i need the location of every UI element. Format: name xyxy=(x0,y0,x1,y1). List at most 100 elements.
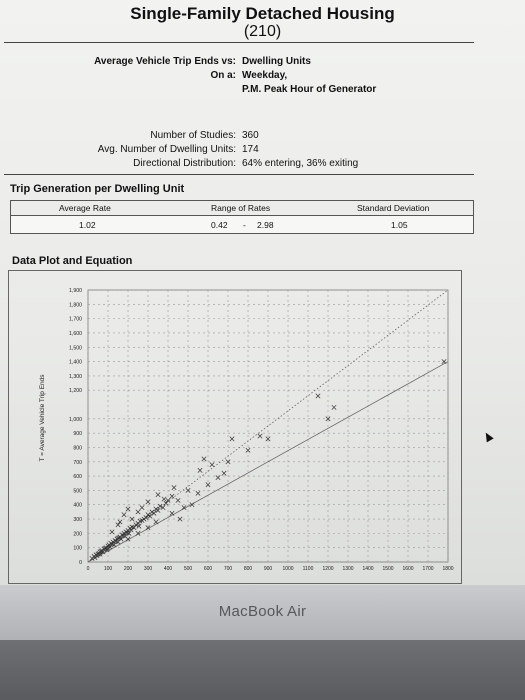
x-tick-label: 1800 xyxy=(442,566,453,572)
x-tick-label: 900 xyxy=(264,566,273,572)
data-point xyxy=(117,519,123,525)
data-point xyxy=(175,497,181,503)
x-tick-label: 400 xyxy=(164,566,173,572)
y-tick-label: 1,200 xyxy=(69,388,82,394)
data-point xyxy=(189,502,195,508)
data-point xyxy=(441,359,447,365)
data-point xyxy=(118,536,124,542)
data-point xyxy=(171,485,177,491)
y-tick-label: 500 xyxy=(73,488,82,494)
data-point xyxy=(315,393,321,399)
y-tick-label: 300 xyxy=(73,517,82,523)
data-point xyxy=(153,519,159,525)
studies-label: Number of Studies: xyxy=(150,130,236,141)
data-point xyxy=(163,500,169,506)
data-plot-title: Data Plot and Equation xyxy=(12,255,133,267)
data-point xyxy=(125,536,131,542)
data-point xyxy=(185,487,191,493)
laptop-hinge xyxy=(0,640,525,700)
data-point xyxy=(169,510,175,516)
data-point xyxy=(221,470,227,476)
data-point xyxy=(109,529,115,535)
x-tick-label: 600 xyxy=(204,566,213,572)
y-tick-label: 1,800 xyxy=(69,302,82,308)
data-point xyxy=(145,512,151,518)
y-tick-label: 900 xyxy=(73,431,82,437)
std-dev-value: 1.05 xyxy=(391,220,408,230)
y-tick-label: 1,700 xyxy=(69,317,82,323)
y-tick-label: 600 xyxy=(73,474,82,480)
data-point xyxy=(157,503,163,509)
avg-units-value: 174 xyxy=(242,144,259,155)
data-point xyxy=(111,542,117,548)
x-tick-label: 200 xyxy=(124,566,133,572)
trip-generation-title: Trip Generation per Dwelling Unit xyxy=(10,183,185,195)
x-tick-label: 500 xyxy=(184,566,193,572)
data-point xyxy=(245,447,251,453)
average-rate-value: 1.02 xyxy=(79,220,96,230)
y-tick-label: 1,500 xyxy=(69,345,82,351)
range-high-value: 2.98 xyxy=(257,220,274,230)
data-point xyxy=(209,462,215,468)
fit-lines xyxy=(87,289,449,563)
trip-generation-table: Average Rate Range of Rates Standard Dev… xyxy=(10,200,474,234)
data-point xyxy=(151,510,157,516)
y-tick-label: 1,900 xyxy=(69,288,82,294)
header-average-rate: Average Rate xyxy=(59,203,111,213)
plot-frame xyxy=(8,270,462,584)
data-point xyxy=(145,499,151,505)
data-point xyxy=(136,523,142,529)
x-tick-label: 700 xyxy=(224,566,233,572)
device-brand-label: MacBook Air xyxy=(218,603,307,620)
data-point xyxy=(131,525,137,531)
data-point xyxy=(97,551,103,557)
on-a-label: On a: xyxy=(210,70,236,81)
y-tick-label: 400 xyxy=(73,503,82,509)
data-point xyxy=(331,404,337,410)
data-point xyxy=(139,505,145,511)
data-point xyxy=(265,436,271,442)
directional-label: Directional Distribution: xyxy=(133,158,236,169)
data-point xyxy=(128,527,134,533)
x-tick-label: 1600 xyxy=(402,566,413,572)
y-tick-label: 1,400 xyxy=(69,360,82,366)
page-title: Single-Family Detached Housing xyxy=(130,4,395,23)
data-points xyxy=(89,359,447,561)
data-point xyxy=(169,493,175,499)
studies-value: 360 xyxy=(242,130,259,141)
x-tick-label: 1500 xyxy=(382,566,393,572)
x-tick-label: 1100 xyxy=(303,566,314,572)
avg-vehicle-value: Dwelling Units xyxy=(242,56,311,67)
fitted-curve-line xyxy=(87,361,449,563)
y-tick-label: 0 xyxy=(79,560,82,566)
data-point xyxy=(149,509,155,515)
data-point xyxy=(110,539,116,545)
data-point xyxy=(229,436,235,442)
data-point xyxy=(121,512,127,518)
data-point xyxy=(125,506,131,512)
data-point xyxy=(105,545,111,551)
data-point xyxy=(201,456,207,462)
x-tick-label: 800 xyxy=(244,566,253,572)
data-point xyxy=(197,467,203,473)
data-point xyxy=(181,505,187,511)
x-tick-label: 1000 xyxy=(282,566,293,572)
data-point xyxy=(100,549,106,555)
y-tick-label: 200 xyxy=(73,531,82,537)
on-a-value-1: Weekday, xyxy=(242,70,288,81)
data-point xyxy=(135,530,141,536)
range-separator: - xyxy=(243,220,246,230)
grid xyxy=(87,289,449,563)
divider xyxy=(4,174,474,175)
y-tick-label: 700 xyxy=(73,460,82,466)
header-range-of-rates: Range of Rates xyxy=(211,203,271,213)
land-use-code: (210) xyxy=(243,23,282,40)
y-tick-label: 100 xyxy=(73,546,82,552)
y-tick-label: 800 xyxy=(73,445,82,451)
x-tick-label: 1700 xyxy=(422,566,433,572)
x-tick-label: 0 xyxy=(87,566,90,572)
scatter-chart: 0 100 200 300 400 500 600 700 800 900 1,000 1,200 1,… xyxy=(39,288,454,572)
data-point xyxy=(126,530,132,536)
table-header xyxy=(11,201,473,216)
x-tick-label: 1400 xyxy=(362,566,373,572)
